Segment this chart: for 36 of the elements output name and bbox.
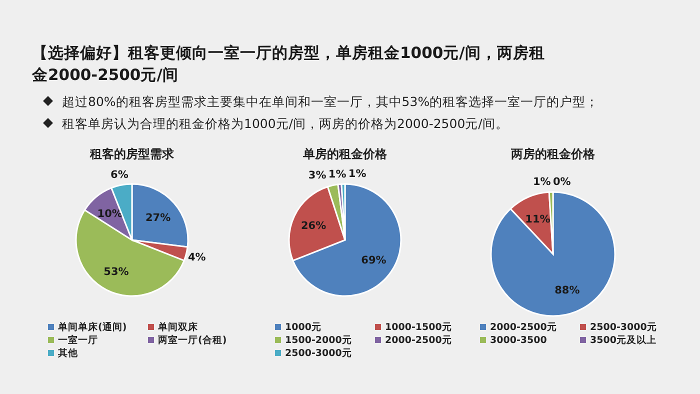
legend-label: 1500-2000元 — [285, 334, 352, 346]
legend-label: 一室一厅 — [58, 334, 98, 346]
text: 0% — [552, 176, 571, 188]
data-label: 69% — [361, 254, 387, 267]
legend-label: 2000-2500元 — [490, 321, 557, 333]
legend-label: 单间双床 — [157, 321, 199, 333]
data-label: 53% — [104, 266, 130, 278]
legend-label: 1000-1500元 — [385, 321, 452, 333]
data-label: 27% — [145, 212, 172, 224]
legend-label: 其他 — [57, 347, 79, 359]
legend-label: 单间单床(通间) — [57, 321, 127, 333]
data-label: 1% — [348, 168, 367, 180]
data-label: 1% — [532, 176, 552, 188]
legend-label: 两室一厅(合租) — [157, 334, 227, 346]
data-label: 26% — [301, 220, 327, 232]
chart-title: 两房的租金价格 — [510, 147, 596, 161]
data-label: 6% — [110, 169, 129, 182]
text: 【选择偏好】租客更倾向一室一厅的房型，单房租金1000元/间，两房租金2000-2500元/间 — [31, 43, 545, 84]
legend-label: 1000元 — [285, 321, 322, 333]
pie-slice — [292, 183, 402, 297]
legend-label: 2000-2500元 — [385, 334, 452, 346]
data-label: 1% — [328, 168, 347, 180]
chart-title: 单房的租金价格 — [302, 147, 388, 161]
chart-title: 租客的房型需求 — [89, 147, 175, 161]
data-label: 11% — [525, 214, 551, 226]
text: 租客单房认为合理的租金价格为1000元/间，两房的价格为2000-2500元/间。 — [62, 116, 508, 131]
pie-slice — [490, 191, 616, 317]
legend-label: 3000-3500 — [490, 335, 548, 346]
data-label: 4% — [188, 252, 206, 264]
text: 超过80%的租客房型需求主要集中在单间和一室一厅，其中53%的租客选择一室一厅的户型； — [62, 94, 599, 109]
data-label: 3% — [308, 170, 327, 182]
legend-label: 2500-3000元 — [590, 321, 657, 333]
data-label: 88% — [554, 284, 580, 297]
legend-label: 3500元及以上 — [590, 334, 656, 346]
data-label: 10% — [97, 208, 123, 220]
legend-label: 2500-3000元 — [285, 347, 352, 359]
